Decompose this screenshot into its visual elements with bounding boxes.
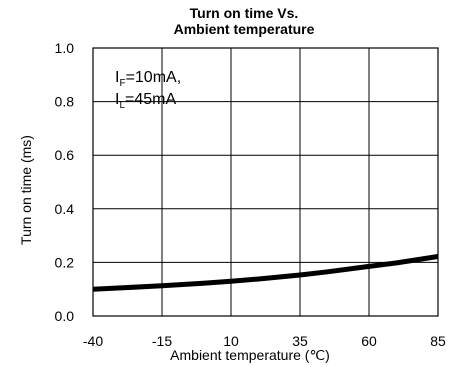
annotation-2-rest: =45mA — [125, 91, 176, 108]
x-tick-label: 10 — [223, 333, 239, 349]
y-tick-label: 0.0 — [55, 308, 75, 324]
x-axis-label: Ambient temperature (℃) — [170, 347, 330, 363]
y-tick-label: 0.4 — [55, 201, 75, 217]
annotation-line-1: IF=10mA, — [115, 69, 181, 89]
y-tick-labels: 0.0 0.2 0.4 0.6 0.8 1.0 — [55, 40, 75, 324]
x-tick-label: 85 — [430, 333, 446, 349]
y-tick-label: 0.6 — [55, 147, 75, 163]
grid — [93, 48, 438, 316]
x-tick-label: 35 — [292, 333, 308, 349]
series-line — [92, 254, 439, 292]
annotation-line-2: IL=45mA — [115, 91, 176, 111]
y-tick-label: 0.8 — [55, 94, 75, 110]
annotation-2-sub: L — [119, 100, 125, 111]
y-axis-label: Turn on time (ms) — [18, 135, 34, 245]
chart-title-line-2: Ambient temperature — [174, 21, 315, 37]
annotation-1-rest: =10mA, — [126, 69, 182, 86]
annotation-1-sub: F — [119, 78, 125, 89]
annotation-2-main: I — [115, 91, 119, 108]
y-tick-label: 0.2 — [55, 254, 75, 270]
y-tick-label: 1.0 — [55, 40, 75, 56]
x-tick-labels: -40 -15 10 35 60 85 — [83, 333, 446, 349]
annotation-1-main: I — [115, 69, 119, 86]
x-tick-label: -40 — [83, 333, 103, 349]
x-tick-label: -15 — [152, 333, 172, 349]
annotation: IF=10mA, IL=45mA — [115, 69, 181, 111]
x-tick-label: 60 — [361, 333, 377, 349]
plot-area-border — [92, 47, 439, 317]
chart-title-line-1: Turn on time Vs. — [190, 5, 299, 21]
